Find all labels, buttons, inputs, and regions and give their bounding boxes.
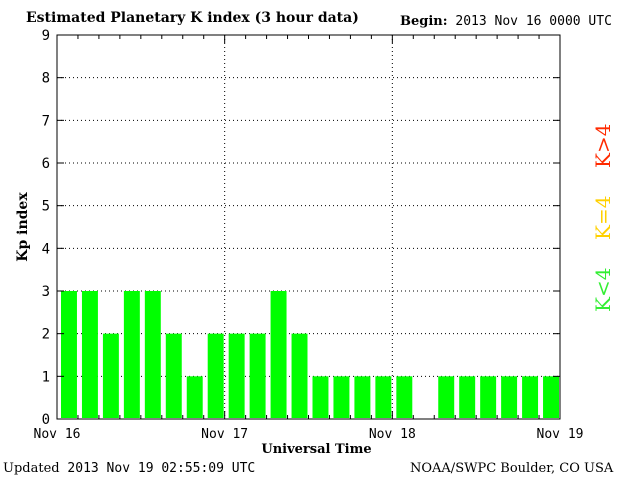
credit-line: NOAA/SWPC Boulder, CO USA bbox=[410, 461, 614, 476]
kp-bar bbox=[144, 291, 161, 418]
y-tick-label: 2 bbox=[42, 327, 50, 343]
updated-value: 2013 Nov 19 02:55:09 UTC bbox=[67, 461, 256, 476]
kp-bar bbox=[333, 376, 350, 418]
kp-bar bbox=[438, 376, 455, 418]
y-tick-label: 9 bbox=[42, 28, 50, 44]
x-tick-label: Nov 17 bbox=[201, 427, 248, 442]
kp-bar bbox=[396, 376, 413, 418]
kp-bar bbox=[291, 333, 308, 418]
x-axis-title: Universal Time bbox=[261, 442, 371, 457]
kp-bar bbox=[61, 291, 77, 418]
kp-bar bbox=[228, 333, 245, 418]
y-tick-label: 0 bbox=[42, 412, 50, 428]
begin-value: 2013 Nov 16 0000 UTC bbox=[455, 14, 612, 29]
legend-k-greater-4: K>4 bbox=[591, 123, 615, 168]
updated-label: Updated bbox=[3, 461, 60, 476]
y-axis-title: Kp index bbox=[15, 192, 31, 262]
grid-lines bbox=[57, 35, 560, 419]
kp-bar bbox=[249, 333, 266, 418]
y-tick-label: 3 bbox=[42, 284, 50, 300]
kp-bar bbox=[522, 376, 539, 418]
y-tick-label: 7 bbox=[42, 113, 50, 129]
kp-bar bbox=[312, 376, 329, 418]
x-tick-label: Nov 18 bbox=[369, 427, 416, 442]
kp-bar bbox=[270, 291, 287, 418]
begin-label: Begin: bbox=[400, 14, 448, 29]
kp-bar bbox=[165, 333, 182, 418]
kp-bar bbox=[81, 291, 98, 418]
legend-k-equal-4: K=4 bbox=[591, 195, 615, 240]
y-tick-label: 6 bbox=[42, 156, 50, 172]
kp-bar bbox=[186, 376, 203, 418]
axis-ticks bbox=[56, 34, 561, 420]
y-tick-label: 8 bbox=[42, 71, 50, 87]
kp-bar bbox=[543, 376, 559, 418]
kp-bar bbox=[123, 291, 140, 418]
kp-bar bbox=[375, 376, 392, 418]
x-tick-label: Nov 16 bbox=[34, 427, 81, 442]
kp-bar bbox=[354, 376, 371, 418]
updated-timestamp: Updated 2013 Nov 19 02:55:09 UTC bbox=[3, 461, 255, 476]
begin-timestamp: Begin: 2013 Nov 16 0000 UTC bbox=[400, 14, 612, 29]
kp-bar bbox=[480, 376, 497, 418]
y-tick-label: 4 bbox=[42, 241, 50, 257]
kp-bar bbox=[207, 333, 224, 418]
y-tick-label: 5 bbox=[42, 199, 50, 215]
kp-bar bbox=[102, 333, 119, 418]
bars bbox=[61, 291, 559, 418]
y-tick-label: 1 bbox=[42, 369, 50, 385]
axis-labels: 0 1 2 3 4 5 6 7 8 9 Nov 16 Nov 17 Nov 18 Nov 19 Univer… bbox=[15, 28, 583, 457]
kp-bar bbox=[501, 376, 518, 418]
kp-bar bbox=[459, 376, 476, 418]
legend-k-less-4: K<4 bbox=[591, 267, 615, 312]
x-tick-label: Nov 19 bbox=[537, 427, 584, 442]
chart-title: Estimated Planetary K index (3 hour data… bbox=[26, 10, 359, 26]
